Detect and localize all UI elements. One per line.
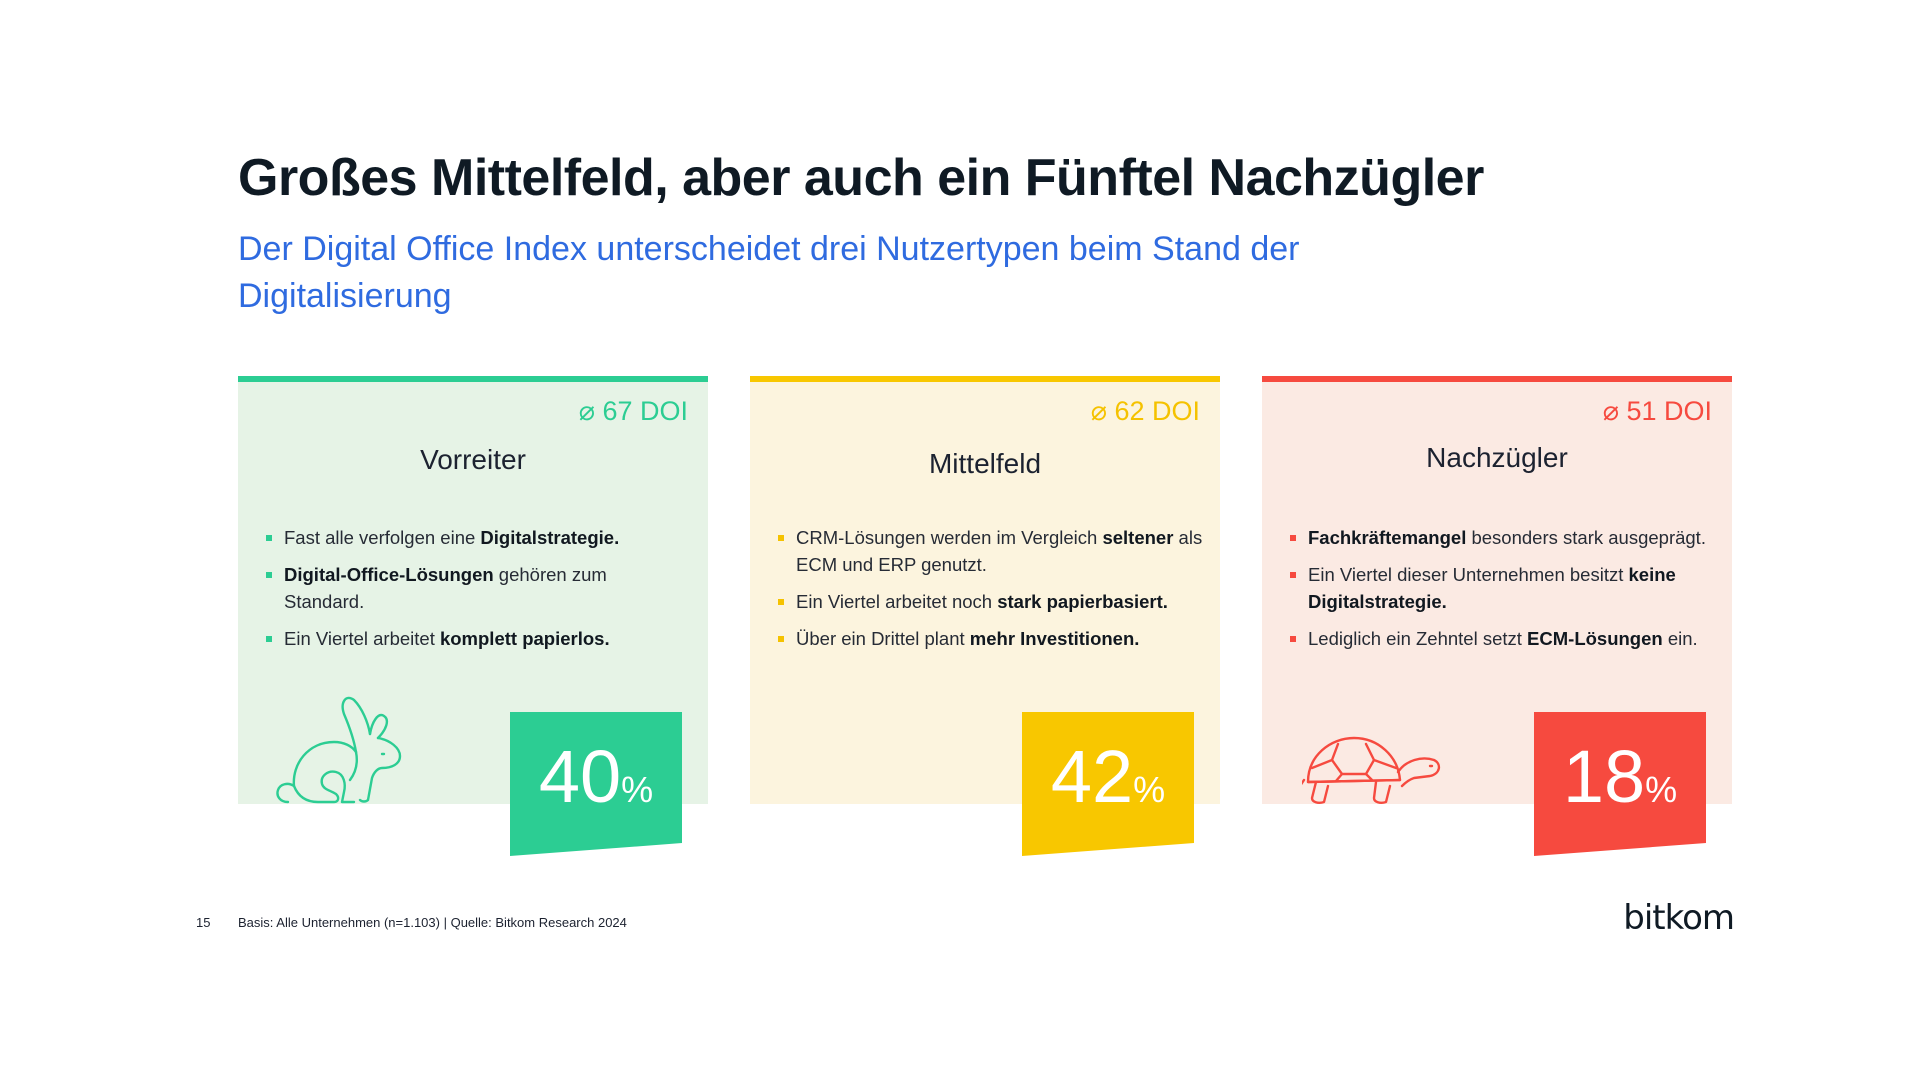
bullet-item: Fachkräftemangel besonders stark ausgepr… — [1288, 524, 1716, 551]
bullet-list: CRM-Lösungen werden im Vergleich seltene… — [776, 524, 1204, 662]
rabbit-icon — [276, 696, 402, 804]
bullet-bold-text: Digitalstrategie. — [480, 527, 620, 548]
bullet-bold-text: Digital-Office-Lösungen — [284, 564, 494, 585]
card-title: Mittelfeld — [928, 448, 1042, 479]
doi-value: ⌀ 67 DOI — [578, 396, 688, 426]
bullet-item: Ein Viertel arbeitet noch stark papierba… — [776, 588, 1204, 615]
card-title: Vorreiter — [420, 444, 526, 475]
percent-sign: % — [1645, 769, 1678, 810]
bitkom-logo: bitkom — [1623, 898, 1735, 938]
bullet-text: Ein Viertel arbeitet — [284, 628, 440, 649]
bullet-item: Über ein Drittel plant mehr Investitione… — [776, 625, 1204, 652]
percent-sign: % — [621, 769, 654, 810]
card-vorreiter: ⌀ 67 DOI Vorreiter Fast alle verfolgen e… — [238, 376, 708, 804]
bullet-list: Fachkräftemangel besonders stark ausgepr… — [1288, 524, 1716, 662]
bullet-item: Digital-Office-Lösungen gehören zum Stan… — [264, 561, 692, 615]
percentage-value: 42 — [1050, 735, 1134, 818]
bullet-bold-text: keine Digitalstrategie. — [1308, 564, 1676, 612]
bullet-list: Fast alle verfolgen eine Digitalstrategi… — [264, 524, 692, 662]
percentage-value: 40 — [538, 735, 622, 818]
bullet-text: besonders stark ausgeprägt. — [1466, 527, 1706, 548]
bullet-bold-text: Fachkräftemangel — [1308, 527, 1467, 548]
bullet-item: Ein Viertel dieser Unternehmen besitzt k… — [1288, 561, 1716, 615]
bullet-bold-text: ECM-Lösungen — [1527, 628, 1663, 649]
bullet-text: als ECM und ERP genutzt. — [796, 527, 1203, 575]
card-title: Nachzügler — [1426, 442, 1568, 473]
bullet-bold-text: komplett papierlos. — [439, 628, 610, 649]
page-subtitle: Der Digital Office Index unterscheidet d… — [238, 230, 1300, 315]
source-note: Basis: Alle Unternehmen (n=1.103) | Quel… — [238, 915, 627, 930]
percent-sign: % — [1133, 769, 1166, 810]
percentage-badge: 18% — [1534, 712, 1706, 856]
page-title: Großes Mittelfeld, aber auch ein Fünftel… — [238, 149, 1484, 207]
bullet-item: Fast alle verfolgen eine Digitalstrategi… — [264, 524, 692, 551]
bullet-text: Ein Viertel arbeitet noch — [796, 591, 998, 612]
doi-value: ⌀ 62 DOI — [1090, 396, 1200, 426]
bullet-bold-text: mehr Investitionen. — [969, 628, 1140, 649]
bullet-text: ein. — [1662, 628, 1698, 649]
card-mittelfeld: ⌀ 62 DOI Mittelfeld CRM-Lösungen werden … — [750, 376, 1220, 804]
percentage-badge: 42% — [1022, 712, 1194, 856]
bullet-text: CRM-Lösungen werden im Vergleich — [796, 527, 1103, 548]
percentage-badge: 40% — [510, 712, 682, 856]
bullet-text: Ein Viertel dieser Unternehmen besitzt — [1308, 564, 1629, 585]
page-number: 15 — [196, 915, 211, 930]
bullet-item: Ein Viertel arbeitet komplett papierlos. — [264, 625, 692, 652]
percentage-value: 18 — [1562, 735, 1646, 818]
bullet-bold-text: stark papierbasiert. — [997, 591, 1168, 612]
bullet-bold-text: seltener — [1102, 527, 1174, 548]
turtle-icon — [1302, 736, 1441, 804]
bullet-item: CRM-Lösungen werden im Vergleich seltene… — [776, 524, 1204, 578]
bullet-text: gehören zum Standard. — [284, 564, 607, 612]
doi-value: ⌀ 51 DOI — [1602, 396, 1712, 426]
bullet-text: Über ein Drittel plant — [796, 628, 970, 649]
bullet-text: Lediglich ein Zehntel setzt — [1308, 628, 1528, 649]
bullet-item: Lediglich ein Zehntel setzt ECM-Lösungen… — [1288, 625, 1716, 652]
bullet-text: Fast alle verfolgen eine — [284, 527, 481, 548]
